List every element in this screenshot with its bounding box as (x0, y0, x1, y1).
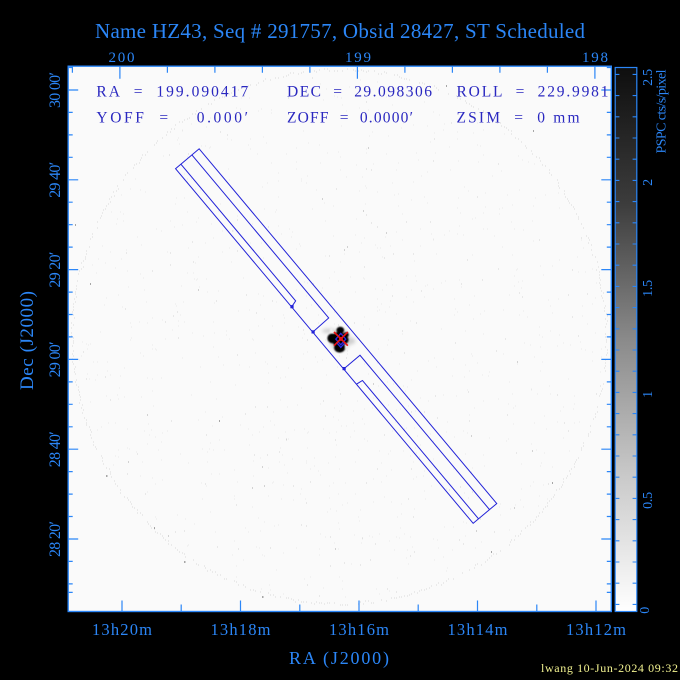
svg-text:PSPC cts/s/pixel: PSPC cts/s/pixel (655, 69, 670, 153)
svg-text:28 40′: 28 40′ (47, 431, 64, 467)
svg-text:RA = 199.090417: RA = 199.090417 (96, 84, 248, 101)
svg-text:1: 1 (641, 391, 656, 398)
svg-text:0.5: 0.5 (641, 492, 656, 509)
svg-text:30 00′: 30 00′ (47, 72, 64, 108)
svg-text:Name HZ43, Seq # 291757, Obsid: Name HZ43, Seq # 291757, Obsid 28427, ST… (95, 19, 586, 43)
svg-text:2.5: 2.5 (641, 69, 656, 86)
svg-text:RA (J2000): RA (J2000) (289, 648, 389, 669)
svg-text:29 40′: 29 40′ (47, 162, 64, 198)
svg-text:13h18m: 13h18m (211, 620, 271, 639)
svg-text:13h14m: 13h14m (448, 620, 508, 639)
svg-text:lwang 10-Jun-2024 09:32: lwang 10-Jun-2024 09:32 (541, 661, 678, 675)
svg-text:13h12m: 13h12m (566, 620, 626, 639)
svg-text:29 00′: 29 00′ (47, 341, 64, 377)
svg-text:DEC = 29.098306: DEC = 29.098306 (287, 84, 432, 101)
svg-text:YOFF = 0.000′: YOFF = 0.000′ (96, 110, 248, 127)
svg-text:13h16m: 13h16m (329, 620, 389, 639)
svg-text:ZOFF = 0.0000′: ZOFF = 0.0000′ (287, 110, 413, 127)
svg-text:200: 200 (109, 50, 135, 66)
svg-text:1.5: 1.5 (641, 280, 656, 297)
svg-text:198: 198 (582, 50, 608, 66)
svg-text:ZSIM = 0 mm: ZSIM = 0 mm (457, 110, 580, 127)
svg-text:Dec (J2000): Dec (J2000) (17, 291, 38, 390)
svg-text:199: 199 (345, 50, 371, 66)
svg-text:13h20m: 13h20m (92, 620, 152, 639)
svg-text:ROLL = 229.9981: ROLL = 229.9981 (457, 84, 609, 101)
svg-text:28 20′: 28 20′ (47, 521, 64, 557)
svg-text:29 20′: 29 20′ (47, 252, 64, 288)
svg-text:0: 0 (638, 607, 653, 614)
svg-text:2: 2 (641, 179, 656, 186)
